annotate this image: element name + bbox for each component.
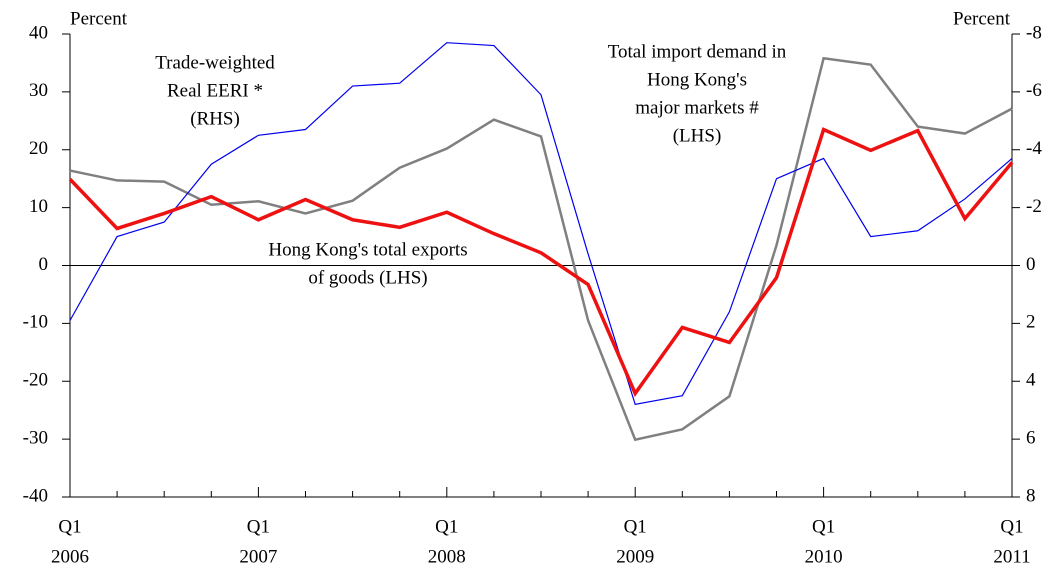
x-tick-label: Q1 [1000,516,1023,537]
y-tick-label: 30 [29,80,48,101]
x-tick-label: 2007 [239,546,277,567]
y2-tick-label: -2 [1026,196,1042,217]
y2-tick-label: -6 [1026,80,1042,101]
x-tick-label: Q1 [624,516,647,537]
y-tick-label: 10 [29,196,48,217]
series-label: (RHS) [190,108,240,129]
y-tick-label: 20 [29,138,48,159]
series-label: of goods (LHS) [308,267,427,288]
x-tick-label: Q1 [812,516,835,537]
y2-tick-label: 2 [1026,312,1036,333]
series-label: Trade-weighted [155,52,275,73]
series-label: Real EERI * [167,80,263,101]
y-tick-label: 0 [39,254,49,275]
y2-axis-label: Percent [953,8,1011,29]
y2-tick-label: 8 [1026,485,1036,506]
y-tick-label: -20 [23,370,48,391]
x-tick-label: Q1 [247,516,270,537]
series-line [69,42,1013,406]
x-tick-label: 2006 [51,546,89,567]
y-tick-label: 40 [29,22,48,43]
series-label: major markets # [635,97,759,118]
x-tick-label: Q1 [58,516,81,537]
y2-tick-label: 6 [1026,427,1036,448]
y2-tick-label: 4 [1026,370,1036,391]
x-tick-label: Q1 [435,516,458,537]
series-line [68,127,1014,397]
y2-tick-label: -4 [1026,138,1042,159]
y-axis-label: Percent [70,8,128,29]
x-tick-label: 2011 [993,546,1030,567]
y2-tick-label: -8 [1026,22,1042,43]
x-tick-label: 2009 [616,546,654,567]
x-tick-label: 2008 [428,546,466,567]
x-tick-label: 2010 [805,546,843,567]
y2-tick-label: 0 [1026,254,1036,275]
series-label: Hong Kong's total exports [268,239,467,260]
series-label: Hong Kong's [647,69,747,90]
y-tick-label: -40 [23,485,48,506]
y-tick-label: -30 [23,427,48,448]
y-tick-label: -10 [23,312,48,333]
series-label: Total import demand in [608,41,787,62]
series-label: (LHS) [673,125,722,146]
